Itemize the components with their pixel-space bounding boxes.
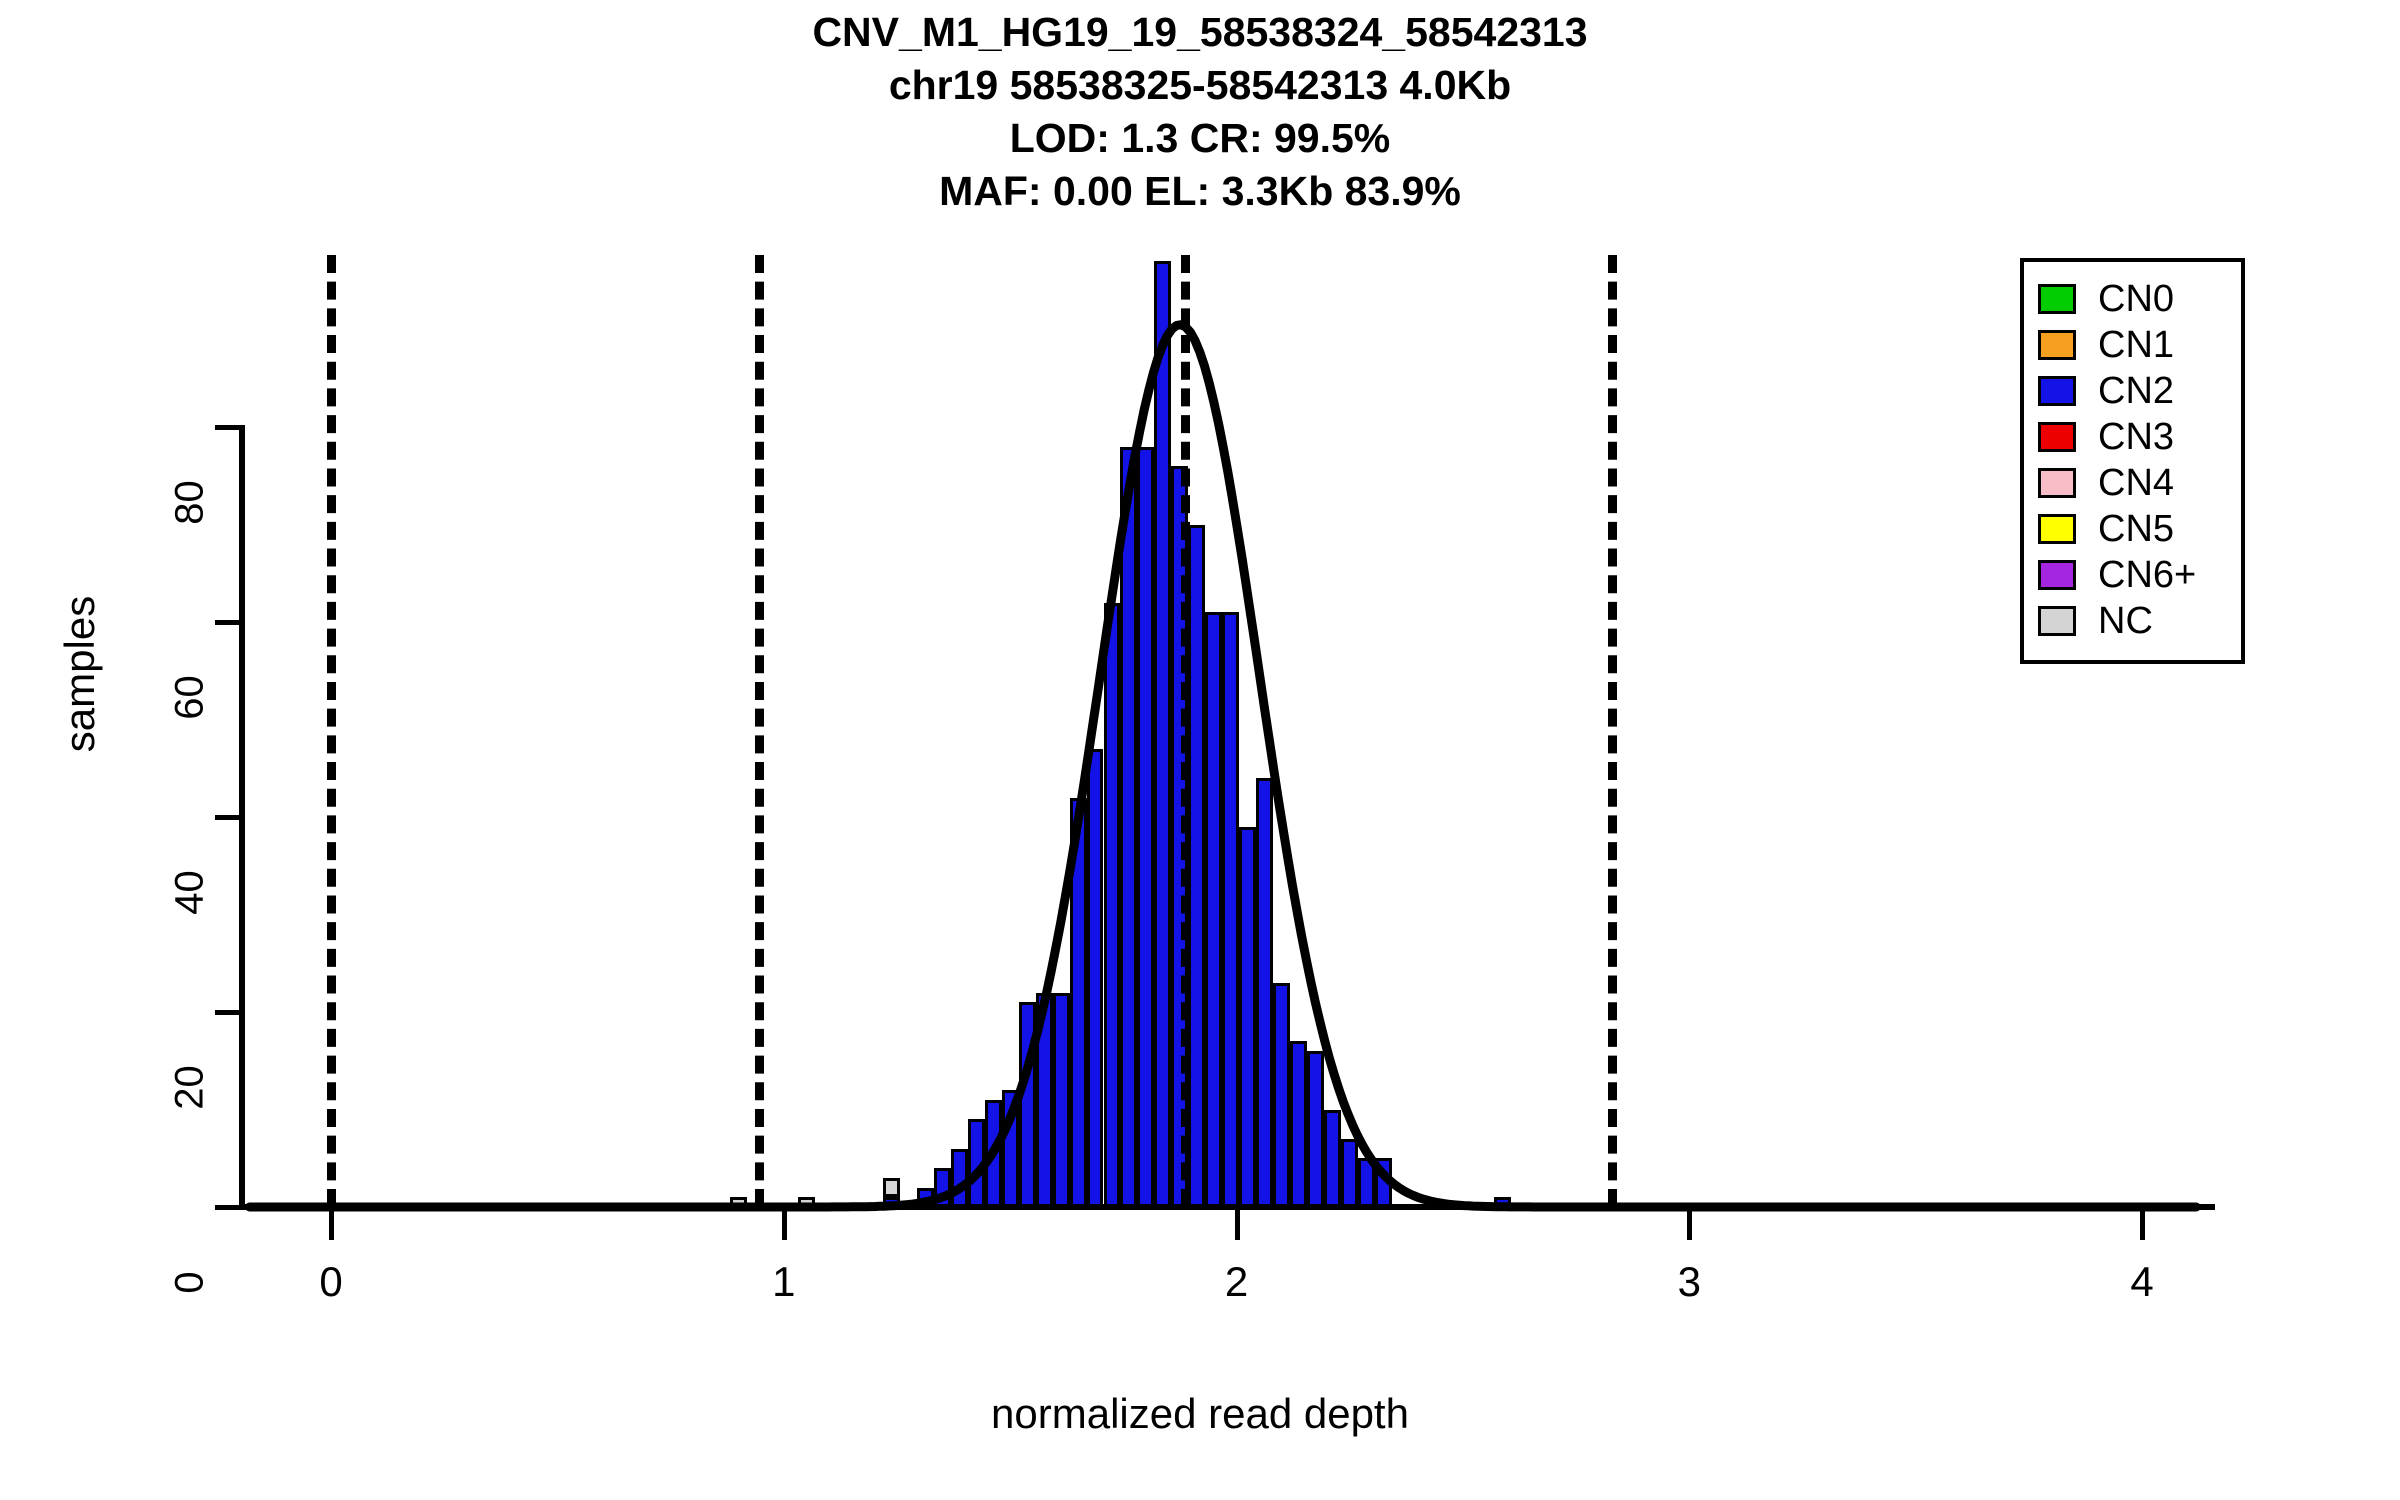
legend-item-nc[interactable]: NC bbox=[2038, 598, 2231, 644]
histogram-bar-cn2 bbox=[1290, 1041, 1308, 1207]
threshold-line-0 bbox=[327, 255, 336, 1207]
legend-swatch-icon bbox=[2038, 376, 2076, 406]
y-tick-0 bbox=[215, 1205, 245, 1210]
x-tick-2 bbox=[1234, 1210, 1240, 1240]
legend-item-label: CN2 bbox=[2098, 370, 2175, 412]
x-tick-label-2: 2 bbox=[1224, 1258, 1249, 1305]
legend-swatch-icon bbox=[2038, 560, 2076, 590]
y-tick-60 bbox=[215, 620, 245, 625]
histogram-bar-cn2 bbox=[967, 1119, 985, 1207]
legend-swatch-icon bbox=[2038, 606, 2076, 636]
histogram-bar-cn2 bbox=[1205, 612, 1223, 1207]
threshold-line-3 bbox=[1608, 255, 1618, 1207]
histogram-bar-cn2 bbox=[1341, 1138, 1359, 1207]
histogram-bar-cn2 bbox=[933, 1168, 951, 1207]
legend-swatch-icon bbox=[2038, 284, 2076, 314]
histogram-bar-cn2 bbox=[1120, 446, 1138, 1207]
histogram-bar-cn2 bbox=[1375, 1158, 1393, 1207]
x-tick-4 bbox=[2140, 1210, 2145, 1240]
threshold-line-1 bbox=[754, 255, 764, 1207]
histogram-bar-cn2 bbox=[1358, 1158, 1376, 1207]
histogram-bar-cn2 bbox=[1052, 992, 1070, 1207]
y-tick-label-40: 40 bbox=[167, 870, 212, 915]
legend-item-cn5[interactable]: CN5 bbox=[2038, 506, 2231, 552]
legend: CN0 CN1 CN2 CN3 CN4 CN5 CN6+ NC bbox=[2020, 258, 2245, 664]
x-axis-title: normalized read depth bbox=[991, 1390, 1409, 1437]
y-tick-80 bbox=[215, 425, 245, 430]
histogram-bar-cn2 bbox=[1018, 1002, 1036, 1207]
title-line-4: MAF: 0.00 EL: 3.3Kb 83.9% bbox=[939, 168, 1461, 214]
title-line-2: chr19 58538325-58542313 4.0Kb bbox=[888, 62, 1512, 108]
y-tick-label-80: 80 bbox=[167, 480, 212, 525]
x-tick-0 bbox=[329, 1210, 334, 1240]
histogram-bar-cn2 bbox=[1239, 826, 1257, 1207]
histogram-bar-nc bbox=[882, 1177, 900, 1198]
legend-item-label: CN3 bbox=[2098, 416, 2175, 458]
x-axis-line bbox=[245, 1204, 2215, 1210]
histogram-bar-cn2 bbox=[1035, 992, 1053, 1207]
legend-item-label: CN4 bbox=[2098, 462, 2175, 504]
x-tick-1 bbox=[781, 1210, 787, 1240]
legend-swatch-icon bbox=[2038, 330, 2076, 360]
histogram-bar-cn2 bbox=[984, 1099, 1002, 1207]
histogram-bar-cn2 bbox=[1086, 748, 1104, 1207]
histogram-bar-cn2 bbox=[1001, 1090, 1019, 1207]
chart-title-block: CNV_M1_HG19_19_58538324_58542313 chr19 5… bbox=[0, 6, 2400, 218]
legend-swatch-icon bbox=[2038, 422, 2076, 452]
histogram-bar-cn2 bbox=[1154, 261, 1172, 1207]
legend-item-label: NC bbox=[2098, 600, 2153, 642]
y-tick-label-0: 0 bbox=[167, 1271, 212, 1294]
y-tick-40 bbox=[215, 815, 245, 820]
y-tick-20 bbox=[215, 1010, 245, 1015]
histogram-bar-cn2 bbox=[1256, 778, 1274, 1207]
histogram-bar-cn2 bbox=[1307, 1051, 1325, 1207]
legend-item-cn3[interactable]: CN3 bbox=[2038, 414, 2231, 460]
legend-item-cn0[interactable]: CN0 bbox=[2038, 276, 2231, 322]
histogram-bar-cn2 bbox=[950, 1148, 968, 1207]
y-tick-label-60: 60 bbox=[167, 675, 212, 720]
x-tick-label-3: 3 bbox=[1677, 1258, 1701, 1305]
legend-item-cn6plus[interactable]: CN6+ bbox=[2038, 552, 2231, 598]
histogram-bar-cn2 bbox=[1324, 1109, 1342, 1207]
histogram-bar-cn2 bbox=[1188, 524, 1206, 1207]
threshold-line-2 bbox=[1181, 255, 1191, 1207]
legend-item-label: CN1 bbox=[2098, 324, 2175, 366]
y-tick-label-20: 20 bbox=[167, 1065, 212, 1110]
x-tick-3 bbox=[1687, 1210, 1693, 1240]
title-line-3: LOD: 1.3 CR: 99.5% bbox=[1009, 115, 1391, 161]
histogram-bar-cn2 bbox=[1137, 446, 1155, 1207]
legend-swatch-icon bbox=[2038, 468, 2076, 498]
histogram-bar-cn2 bbox=[1273, 982, 1291, 1207]
histogram-bar-cn2 bbox=[1069, 797, 1087, 1207]
legend-item-label: CN6+ bbox=[2098, 554, 2197, 596]
legend-item-cn2[interactable]: CN2 bbox=[2038, 368, 2231, 414]
legend-item-label: CN5 bbox=[2098, 508, 2175, 550]
x-tick-label-0: 0 bbox=[319, 1258, 343, 1305]
histogram-bar-cn2 bbox=[1222, 612, 1240, 1207]
legend-item-cn1[interactable]: CN1 bbox=[2038, 322, 2231, 368]
histogram-bar-cn2 bbox=[1103, 602, 1121, 1207]
legend-item-label: CN0 bbox=[2098, 278, 2175, 320]
title-line-1: CNV_M1_HG19_19_58538324_58542313 bbox=[812, 9, 1588, 55]
y-axis-title: samples bbox=[56, 595, 103, 753]
x-tick-label-4: 4 bbox=[2130, 1258, 2154, 1305]
legend-item-cn4[interactable]: CN4 bbox=[2038, 460, 2231, 506]
x-tick-label-1: 1 bbox=[772, 1258, 796, 1305]
legend-swatch-icon bbox=[2038, 514, 2076, 544]
